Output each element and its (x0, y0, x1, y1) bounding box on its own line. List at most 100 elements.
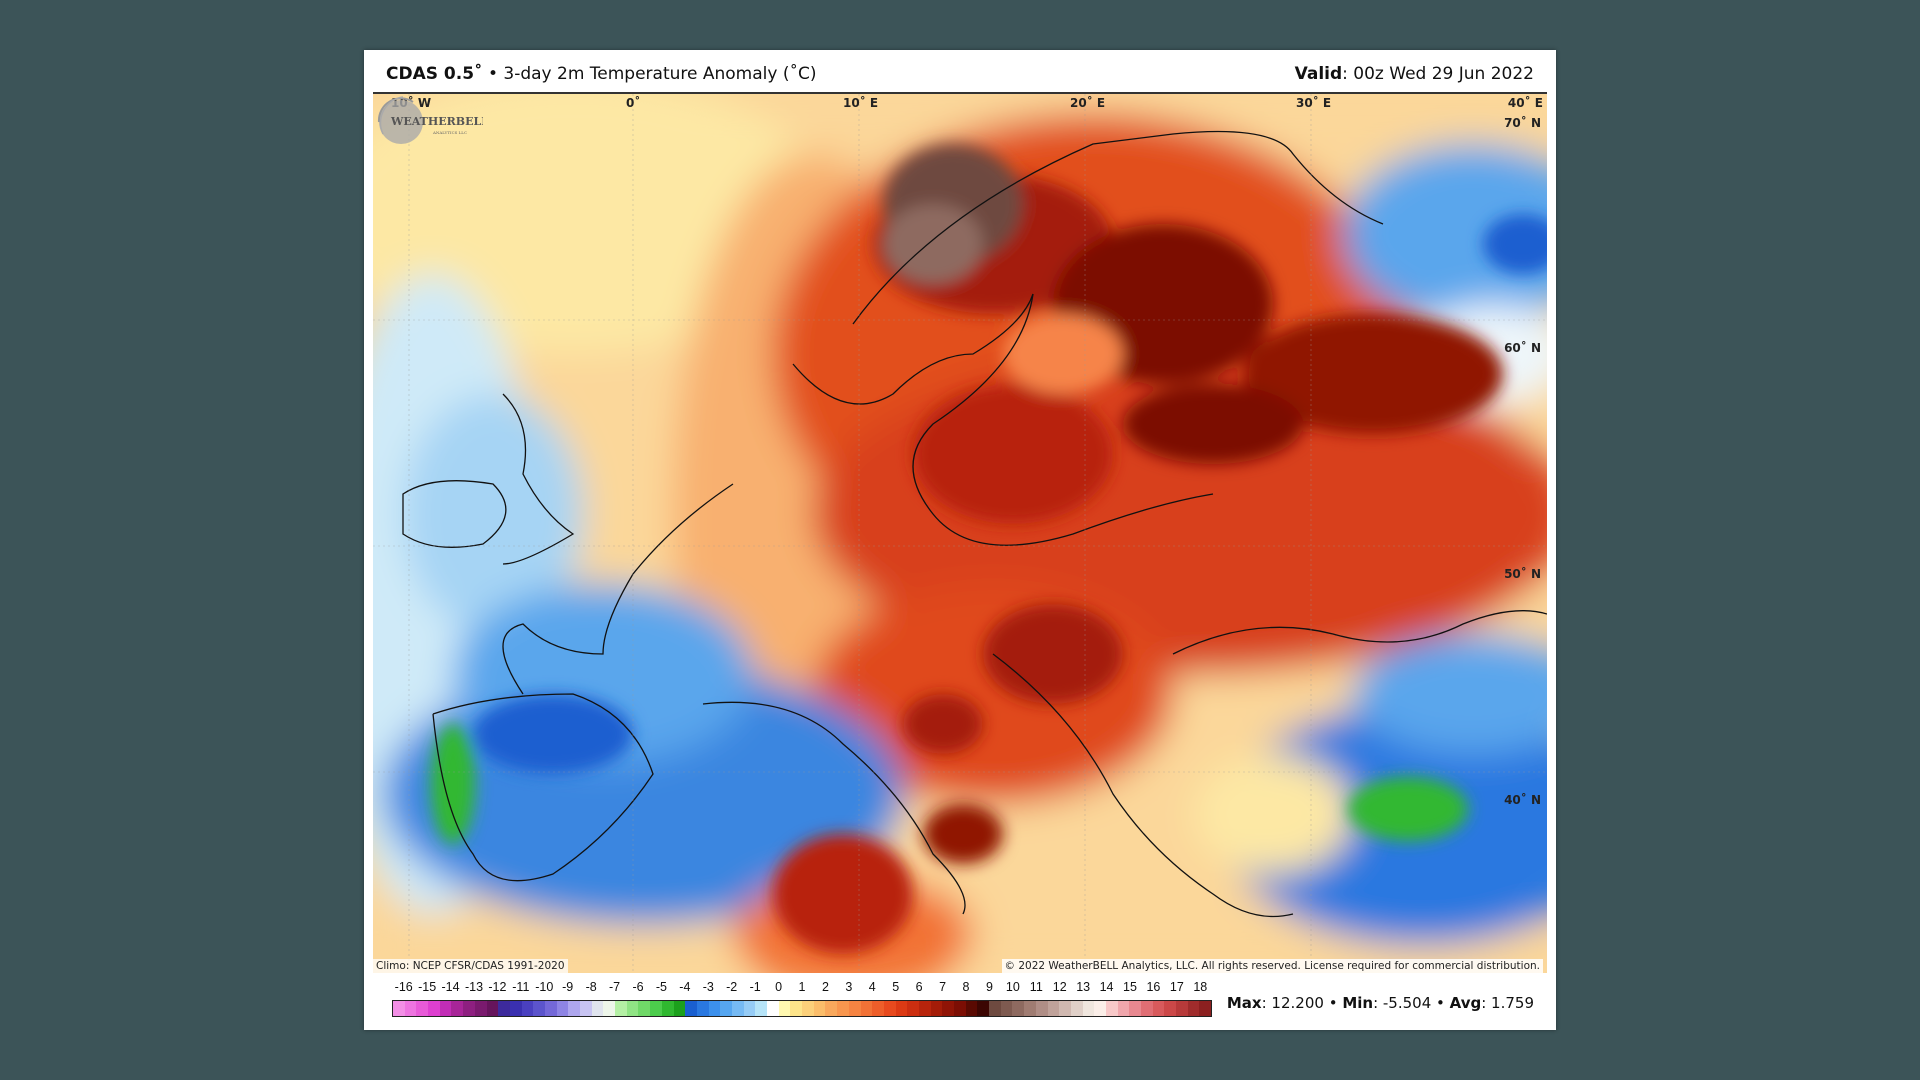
colorbar-swatch (731, 1001, 744, 1016)
colorbar-swatch (942, 1001, 954, 1016)
max-label: Max (1226, 994, 1262, 1012)
lon-label: 40˚ E (1507, 96, 1543, 110)
colorbar-tick-label: -5 (655, 980, 667, 994)
colorbar-swatch (1141, 1001, 1153, 1016)
lon-label: 0˚ (626, 96, 641, 110)
title-separator: • (487, 64, 498, 84)
colorbar-swatch (451, 1001, 464, 1016)
lat-label: 40˚ N (1504, 793, 1541, 807)
colorbar-tick-label: 7 (939, 980, 947, 994)
colorbar-swatch (883, 1001, 896, 1016)
colorbar-swatch (685, 1001, 697, 1016)
colorbar-swatch (650, 1001, 662, 1016)
colorbar-tick-label: 8 (962, 980, 970, 994)
weatherbell-logo: WEATHERBELL ANALYTICS LLC (377, 96, 483, 144)
anomaly-field (373, 94, 1547, 973)
colorbar-legend: -16 -15 -14 -13 -12 -11 -10 -9 -8 -7 -6 -5 -4 -3 -2 -1 0… (392, 980, 1212, 1020)
colorbar-swatch (486, 1001, 499, 1016)
valid-label: Valid (1294, 64, 1343, 84)
colorbar-swatch (1082, 1001, 1095, 1016)
colorbar-swatch (1024, 1001, 1036, 1016)
field-statistics: Max: 12.200 • Min: -5.504 • Avg: 1.759 (1227, 994, 1534, 1012)
colorbar-tick-label: 18 (1193, 980, 1208, 994)
colorbar-tick-label: -16 (394, 980, 413, 994)
colorbar-swatch (708, 1001, 721, 1016)
colorbar-swatch (404, 1001, 417, 1016)
colorbar-swatch (790, 1001, 803, 1016)
colorbar-swatch (1129, 1001, 1141, 1016)
colorbar-swatch (439, 1001, 452, 1016)
colorbar-swatch (568, 1001, 580, 1016)
colorbar-swatch (872, 1001, 884, 1016)
colorbar-swatch (696, 1001, 709, 1016)
colorbar-swatch (463, 1001, 475, 1016)
colorbar-swatch (1070, 1001, 1083, 1016)
lon-label: 10˚ E (843, 96, 879, 110)
colorbar-swatch (989, 1001, 1001, 1016)
colorbar-swatch (1117, 1001, 1130, 1016)
colorbar-tick-label: 11 (1029, 980, 1043, 994)
product-name: 3-day 2m Temperature Anomaly (˚C) (503, 64, 817, 84)
colorbar-swatch (1035, 1001, 1048, 1016)
lat-label: 60˚ N (1504, 341, 1541, 355)
colorbar-swatch (813, 1001, 826, 1016)
colorbar-swatch (603, 1001, 616, 1016)
anomaly-cores (431, 144, 1547, 954)
avg-value: : 1.759 (1481, 994, 1534, 1012)
colorbar-swatch (1059, 1001, 1071, 1016)
lon-label: 30˚ E (1296, 96, 1332, 110)
min-value: : -5.504 (1373, 994, 1432, 1012)
colorbar-tick-label: 15 (1123, 980, 1137, 994)
valid-value: : 00z Wed 29 Jun 2022 (1342, 64, 1534, 84)
temperature-anomaly-map: 10˚ W 0˚ 10˚ E 20˚ E 30˚ E 40˚ E 70˚ N 6… (373, 92, 1547, 973)
colorbar-swatch (1199, 1001, 1212, 1016)
colorbar-swatch (626, 1001, 639, 1016)
valid-time: Valid: 00z Wed 29 Jun 2022 (1295, 64, 1534, 84)
colorbar-swatch (1105, 1001, 1118, 1016)
colorbar-swatch (1164, 1001, 1177, 1016)
map-panel: CDAS 0.5˚ • 3-day 2m Temperature Anomaly… (364, 50, 1556, 1030)
max-value: : 12.200 (1261, 994, 1324, 1012)
colorbar-tick-label: -14 (441, 980, 460, 994)
colorbar-swatch (533, 1001, 545, 1016)
colorbar-tick-label: 9 (985, 980, 993, 994)
graticule (373, 94, 1547, 973)
climatology-note: Climo: NCEP CFSR/CDAS 1991-2020 (373, 959, 568, 973)
colorbar-tick-label: 16 (1146, 980, 1161, 994)
colorbar-swatch (1176, 1001, 1188, 1016)
colorbar-swatch (767, 1001, 779, 1016)
stats-separator: • (1431, 994, 1450, 1012)
lon-label: 20˚ E (1070, 96, 1106, 110)
colorbar-tick-labels: -16 -15 -14 -13 -12 -11 -10 -9 -8 -7 -6 -5 -4 -3 -2 -1 0… (392, 980, 1212, 998)
colorbar-swatch (521, 1001, 534, 1016)
colorbar-tick-label: 17 (1169, 980, 1184, 994)
colorbar-tick-label: 1 (798, 980, 806, 994)
colorbar-tick-label: -1 (749, 980, 761, 994)
colorbar-tick-label: 12 (1052, 980, 1067, 994)
colorbar-swatch (498, 1001, 510, 1016)
colorbar-swatch (1012, 1001, 1025, 1016)
colorbar-swatch (544, 1001, 557, 1016)
stats-separator: • (1323, 994, 1343, 1012)
colorbar-swatch (837, 1001, 849, 1016)
colorbar-tick-label: 5 (892, 980, 900, 994)
avg-label: Avg (1449, 994, 1482, 1012)
colorbar-tick-label: -10 (535, 980, 554, 994)
colorbar-swatch (638, 1001, 651, 1016)
colorbar-swatch (778, 1001, 791, 1016)
colorbar-swatch (860, 1001, 873, 1016)
colorbar-tick-label: -13 (464, 980, 484, 994)
colorbar-swatch (393, 1001, 405, 1016)
colorbar-tick-label: -9 (562, 980, 574, 994)
colorbar-swatch (556, 1001, 569, 1016)
colorbar-swatch (895, 1001, 908, 1016)
colorbar-tick-label: -3 (702, 980, 714, 994)
colorbar-swatch (977, 1001, 990, 1016)
colorbar-tick-label: 3 (845, 980, 853, 994)
colorbar-tick-label: 0 (775, 980, 783, 994)
colorbar-swatch (954, 1001, 966, 1016)
lat-label: 50˚ N (1504, 567, 1541, 581)
coastlines (402, 130, 1547, 918)
colorbar-tick-label: -15 (418, 980, 437, 994)
colorbar-swatch (661, 1001, 674, 1016)
